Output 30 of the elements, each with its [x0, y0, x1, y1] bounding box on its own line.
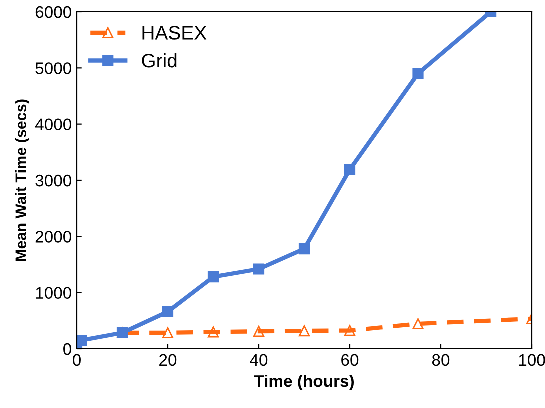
- legend-label: HASEX: [142, 26, 207, 40]
- point: [77, 335, 88, 346]
- point: [208, 326, 220, 338]
- y-tick-label: 4000: [35, 118, 72, 131]
- point: [208, 272, 220, 283]
- point: [298, 243, 310, 255]
- y-tick-label: 2000: [36, 231, 72, 243]
- point: [412, 68, 424, 80]
- y-tick-label: 3000: [36, 174, 72, 187]
- y-tick-label: 5000: [36, 62, 72, 74]
- x-tick-label: 80: [432, 354, 450, 366]
- y-tick-label: 0: [64, 343, 72, 356]
- y-tick-label: 1000: [36, 287, 72, 300]
- x-tick-label: 40: [250, 354, 268, 366]
- legend-label: Grid: [142, 53, 177, 68]
- y-axis-title: Mean Wait Time (secs): [15, 100, 30, 261]
- point: [344, 325, 356, 336]
- x-tick-label: 60: [342, 354, 359, 366]
- x-axis-title: Time (hours): [254, 374, 354, 390]
- point: [344, 164, 356, 176]
- point: [162, 327, 174, 339]
- point: [253, 264, 265, 275]
- x-tick-label: 100: [519, 354, 545, 366]
- x-tick-label: 20: [160, 354, 177, 366]
- y-tick-label: 6000: [36, 6, 72, 18]
- x-tick-label: 0: [73, 354, 81, 366]
- point: [412, 318, 424, 330]
- point: [298, 325, 310, 337]
- point: [162, 306, 174, 318]
- point: [253, 326, 265, 338]
